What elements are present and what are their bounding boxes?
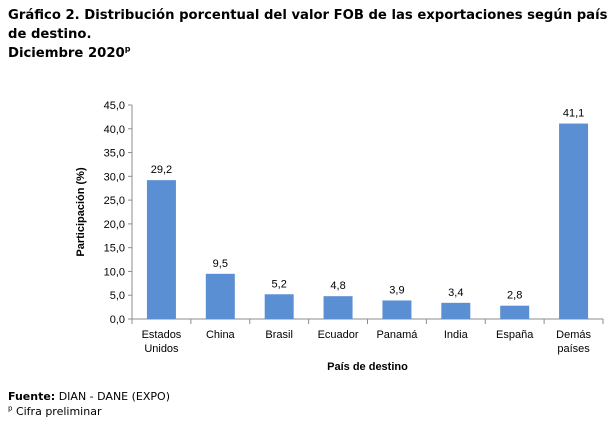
bar <box>441 302 471 319</box>
data-label: 5,2 <box>272 278 287 290</box>
data-label: 9,5 <box>213 258 228 270</box>
y-tick-label: 40,0 <box>104 124 125 136</box>
y-tick-label: 10,0 <box>104 266 125 278</box>
bar <box>146 180 176 319</box>
bar <box>500 305 530 319</box>
source-value: DIAN - DANE (EXPO) <box>55 390 170 403</box>
y-tick-label: 25,0 <box>104 195 125 207</box>
x-tick-label: Demás <box>556 329 591 341</box>
chart-axes <box>128 104 604 324</box>
chart-bars <box>146 123 589 320</box>
chart-title-line2: Diciembre 2020p <box>8 44 608 63</box>
bar <box>205 273 235 319</box>
x-tick-label: China <box>206 329 236 341</box>
note-text: Cifra preliminar <box>12 405 102 418</box>
x-tick-label: Brasil <box>265 329 293 341</box>
preliminary-superscript: p <box>124 44 131 54</box>
y-tick-label: 0,0 <box>110 314 125 326</box>
y-tick-label: 45,0 <box>104 100 125 112</box>
x-tick-label: India <box>444 329 469 341</box>
chart-labels: 0,0 5,0 10,0 15,0 20,0 25,0 30,0 35,0 40,0 45,0 29… <box>75 100 591 373</box>
y-tick-label: 30,0 <box>104 171 125 183</box>
x-tick-label: Ecuador <box>318 329 359 341</box>
bar <box>264 294 294 319</box>
x-axis-title: País de destino <box>327 361 408 373</box>
data-label: 3,9 <box>389 284 404 296</box>
chart-footer: Fuente: DIAN - DANE (EXPO) p Cifra preli… <box>8 389 170 419</box>
x-tick-label: Unidos <box>144 343 179 355</box>
bar <box>559 123 589 320</box>
bar <box>323 296 353 319</box>
x-tick-label: Estados <box>142 329 182 341</box>
data-label: 4,8 <box>330 280 345 292</box>
data-label: 29,2 <box>151 164 172 176</box>
chart-title-line1: Gráfico 2. Distribución porcentual del v… <box>8 8 608 42</box>
y-tick-label: 35,0 <box>104 148 125 160</box>
y-tick-label: 15,0 <box>104 243 125 255</box>
x-tick-label: Panamá <box>376 329 418 341</box>
source-line: Fuente: DIAN - DANE (EXPO) <box>8 389 170 404</box>
note-superscript: p <box>8 404 13 413</box>
data-label: 2,8 <box>507 290 522 302</box>
source-label: Fuente: <box>8 390 56 403</box>
x-tick-label: España <box>496 329 534 341</box>
x-tick-label: países <box>557 343 590 355</box>
chart-title: Gráfico 2. Distribución porcentual del v… <box>8 6 608 63</box>
chart-title-date: Diciembre 2020 <box>8 46 125 61</box>
y-tick-label: 5,0 <box>110 290 125 302</box>
y-axis-title: Participación (%) <box>75 167 87 257</box>
data-label: 3,4 <box>448 287 463 299</box>
data-label: 41,1 <box>563 108 584 120</box>
note-line: p Cifra preliminar <box>8 404 170 419</box>
y-tick-label: 20,0 <box>104 219 125 231</box>
bar <box>382 300 412 319</box>
